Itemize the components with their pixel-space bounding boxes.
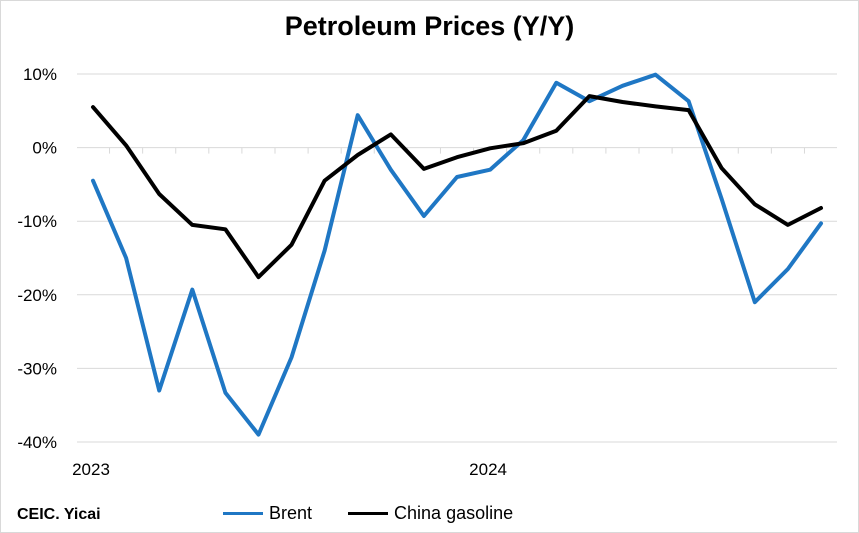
x-axis-ticks: 2023 2024 [72,460,507,479]
source-note: CEIC. Yicai [17,506,101,523]
x-tick-label: 2024 [469,460,507,479]
legend: Brent China gasoline [223,501,549,525]
gridlines [77,73,837,443]
series-line-china-gasoline [91,94,823,280]
legend-swatch-china-gasoline [348,511,389,515]
series-lines [91,72,823,437]
y-tick-label: -40% [17,433,57,452]
legend-item-china-gasoline: China gasoline [348,503,513,524]
legend-item-brent: Brent [223,503,312,524]
y-tick-label: -30% [17,359,57,378]
legend-label-china-gasoline: China gasoline [394,502,514,523]
y-tick-label: -10% [17,212,57,231]
x-tick-label: 2023 [72,460,110,479]
y-axis-ticks: 10% 0% -10% -20% -30% -40% [17,65,57,452]
chart-title: Petroleum Prices (Y/Y) [284,11,575,41]
legend-label-brent: Brent [269,502,313,523]
y-tick-label: 0% [32,139,57,158]
y-tick-label: -20% [17,286,57,305]
legend-swatch-brent [223,511,263,515]
series-line-brent [91,72,823,437]
y-tick-label: 10% [23,65,57,84]
